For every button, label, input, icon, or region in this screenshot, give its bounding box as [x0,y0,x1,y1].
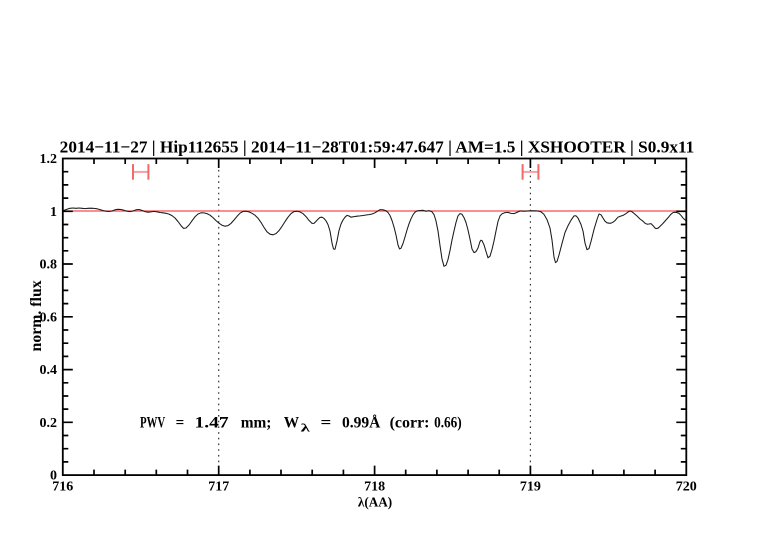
svg-text:1: 1 [50,205,57,220]
svg-text:λ: λ [301,422,311,434]
svg-text:W: W [284,414,299,431]
svg-text:719: 719 [520,480,541,495]
svg-text:=: = [321,414,332,431]
svg-text:0: 0 [50,469,57,484]
svg-text:0.66): 0.66) [434,414,462,431]
svg-text:0.6: 0.6 [40,310,58,325]
svg-text:norm. flux: norm. flux [28,280,45,351]
svg-text:mm;: mm; [241,414,272,431]
svg-text:=: = [176,414,185,431]
svg-text:716: 716 [52,480,73,495]
svg-text:1.47: 1.47 [195,414,229,431]
svg-text:(corr:: (corr: [390,414,430,431]
svg-text:0.99Å: 0.99Å [342,413,381,431]
svg-text:720: 720 [676,480,697,495]
svg-text:718: 718 [364,480,385,495]
svg-text:0.4: 0.4 [40,363,58,378]
svg-text:0.8: 0.8 [40,258,58,273]
svg-text:717: 717 [208,480,229,495]
svg-text:λ(AA): λ(AA) [358,494,392,509]
svg-text:PWV: PWV [140,414,166,431]
svg-text:2014−11−27 | Hip112655 | 2014−: 2014−11−27 | Hip112655 | 2014−11−28T01:5… [60,137,695,156]
svg-text:1.2: 1.2 [40,152,58,167]
svg-text:0.2: 0.2 [40,416,58,431]
